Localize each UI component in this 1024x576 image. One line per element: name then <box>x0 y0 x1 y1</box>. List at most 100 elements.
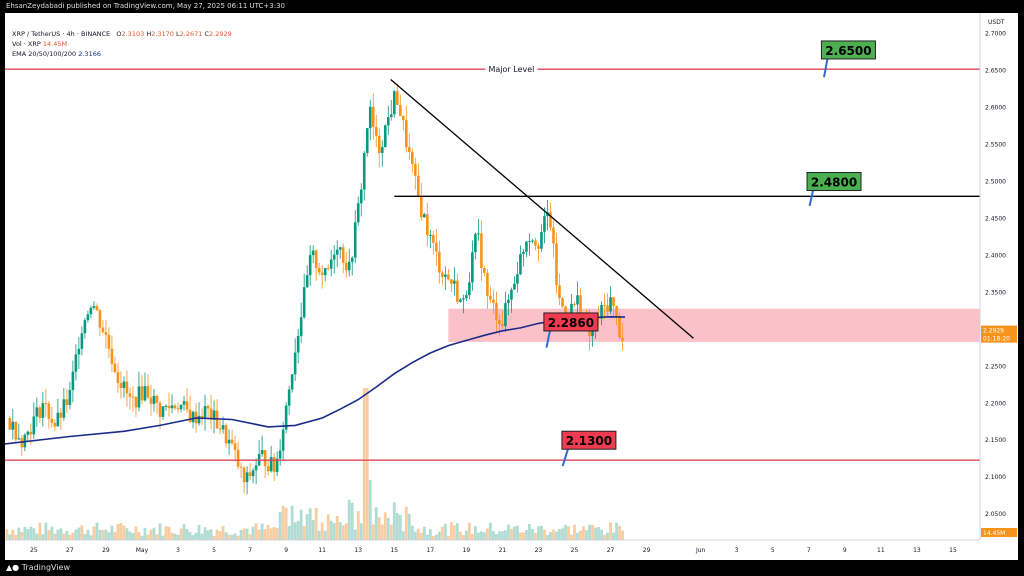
candle-body[interactable] <box>278 450 282 459</box>
candle-body[interactable] <box>56 412 60 427</box>
candle-body[interactable] <box>302 287 306 318</box>
candle-body[interactable] <box>338 247 342 250</box>
candle-body[interactable] <box>206 406 210 409</box>
candle-body[interactable] <box>83 320 87 334</box>
candle-body[interactable] <box>248 472 252 477</box>
candle-body[interactable] <box>47 403 51 419</box>
candle-body[interactable] <box>501 324 504 327</box>
candle-body[interactable] <box>53 422 57 427</box>
candle-body[interactable] <box>11 421 15 430</box>
candle-body[interactable] <box>404 120 408 148</box>
candle-body[interactable] <box>426 214 429 236</box>
candle-body[interactable] <box>41 403 45 418</box>
candle-body[interactable] <box>140 386 144 401</box>
candle-body[interactable] <box>507 299 510 304</box>
candle-body[interactable] <box>591 327 594 337</box>
candle-body[interactable] <box>164 405 168 407</box>
candle-body[interactable] <box>522 251 525 255</box>
candle-body[interactable] <box>116 372 120 384</box>
candle-body[interactable] <box>435 242 438 252</box>
candle-body[interactable] <box>314 250 318 268</box>
candle-body[interactable] <box>401 115 405 121</box>
candle-body[interactable] <box>561 298 564 307</box>
candle-body[interactable] <box>326 268 330 270</box>
candle-body[interactable] <box>516 274 519 284</box>
candle-body[interactable] <box>417 175 420 197</box>
candle-body[interactable] <box>383 125 387 148</box>
candle-body[interactable] <box>480 233 483 269</box>
candle-body[interactable] <box>50 418 54 423</box>
price-axis[interactable] <box>980 13 1018 560</box>
candle-body[interactable] <box>329 259 333 269</box>
candle-body[interactable] <box>239 466 243 468</box>
candle-body[interactable] <box>212 410 216 420</box>
candle-body[interactable] <box>101 327 105 333</box>
candle-body[interactable] <box>8 418 12 430</box>
price-chart[interactable]: Major Level 2.6500 2.4800 2.2860 2.1300 USDT 2… <box>5 13 1018 560</box>
candle-body[interactable] <box>459 299 462 302</box>
price-callout-box[interactable] <box>561 430 617 450</box>
candle-body[interactable] <box>155 395 159 403</box>
candle-body[interactable] <box>603 304 606 306</box>
candle-body[interactable] <box>371 106 375 127</box>
candle-body[interactable] <box>26 431 30 435</box>
candle-body[interactable] <box>191 411 195 423</box>
candle-body[interactable] <box>411 151 414 165</box>
candle-body[interactable] <box>224 425 228 444</box>
candle-body[interactable] <box>531 240 534 242</box>
candle-body[interactable] <box>374 126 378 136</box>
candle-body[interactable] <box>341 247 345 263</box>
candle-body[interactable] <box>128 393 132 397</box>
price-callout-box[interactable] <box>543 312 599 332</box>
volume-label[interactable]: Vol · XRP <box>12 40 41 48</box>
candle-body[interactable] <box>365 128 369 153</box>
candle-body[interactable] <box>89 307 93 315</box>
candle-body[interactable] <box>540 231 543 249</box>
candle-body[interactable] <box>59 412 63 418</box>
support-zone[interactable] <box>448 308 980 342</box>
candle-body[interactable] <box>498 319 501 325</box>
chart-frame[interactable]: Major Level 2.6500 2.4800 2.2860 2.1300 USDT 2… <box>5 13 1018 560</box>
candle-body[interactable] <box>125 381 129 394</box>
candle-body[interactable] <box>92 306 96 308</box>
candle-body[interactable] <box>477 233 480 235</box>
ema-label[interactable]: EMA 20/50/100/200 <box>12 50 77 58</box>
candle-body[interactable] <box>549 212 552 228</box>
candle-body[interactable] <box>110 348 114 364</box>
candle-body[interactable] <box>281 429 285 451</box>
candle-body[interactable] <box>335 249 339 255</box>
candle-body[interactable] <box>359 189 363 204</box>
candle-body[interactable] <box>176 408 180 410</box>
candle-body[interactable] <box>146 386 150 398</box>
candle-body[interactable] <box>555 243 558 286</box>
candle-body[interactable] <box>260 450 264 454</box>
candle-body[interactable] <box>495 303 498 320</box>
candle-body[interactable] <box>20 438 24 448</box>
candle-body[interactable] <box>179 404 183 410</box>
candle-body[interactable] <box>612 297 615 307</box>
candle-body[interactable] <box>38 407 42 418</box>
candle-body[interactable] <box>113 363 117 373</box>
candle-body[interactable] <box>272 457 276 472</box>
symbol-name[interactable]: XRP / TetherUS · 4h · BINANCE <box>12 30 111 38</box>
candle-body[interactable] <box>74 354 78 372</box>
candle-body[interactable] <box>456 280 459 302</box>
candle-body[interactable] <box>519 254 522 275</box>
candle-body[interactable] <box>609 297 612 312</box>
candle-body[interactable] <box>71 371 75 391</box>
candle-body[interactable] <box>221 425 225 430</box>
candle-body[interactable] <box>389 114 393 118</box>
candle-body[interactable] <box>32 416 36 435</box>
candle-body[interactable] <box>344 262 348 271</box>
candle-body[interactable] <box>597 317 600 319</box>
candle-body[interactable] <box>407 147 411 152</box>
candle-body[interactable] <box>353 222 357 258</box>
candle-body[interactable] <box>293 352 297 375</box>
candle-body[interactable] <box>368 106 372 129</box>
candle-body[interactable] <box>104 332 108 335</box>
candle-body[interactable] <box>62 399 66 418</box>
candle-body[interactable] <box>296 335 300 353</box>
candle-body[interactable] <box>80 333 84 349</box>
candle-body[interactable] <box>377 135 381 153</box>
candle-body[interactable] <box>429 234 432 236</box>
